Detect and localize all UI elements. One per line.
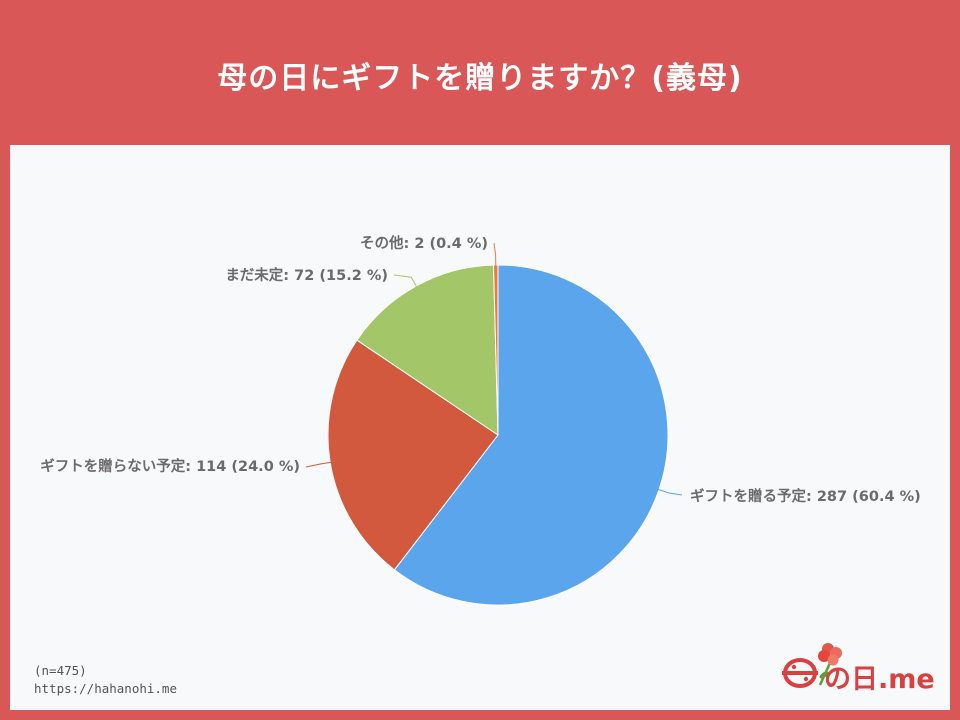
leader-line-3 bbox=[493, 242, 497, 268]
source-url[interactable]: https://hahanohi.me bbox=[34, 681, 177, 696]
logo-text: の日.me bbox=[824, 664, 935, 695]
slice-label-2: まだ未定: 72 (15.2 %) bbox=[225, 266, 388, 284]
carnation-logo-icon bbox=[782, 643, 842, 688]
chart-panel: ギフトを贈る予定: 287 (60.4 %) ギフトを贈らない予定: 114 (2… bbox=[10, 145, 950, 710]
slice-label-3: その他: 2 (0.4 %) bbox=[360, 234, 488, 252]
slice-label-1: ギフトを贈らない予定: 114 (24.0 %) bbox=[40, 457, 300, 475]
pie-chart: ギフトを贈る予定: 287 (60.4 %) ギフトを贈らない予定: 114 (2… bbox=[40, 234, 921, 606]
leader-line-2 bbox=[393, 274, 418, 289]
title-bar: 母の日にギフトを贈りますか？(義母) bbox=[0, 0, 960, 145]
leader-line-0 bbox=[656, 488, 683, 496]
sample-size-note: (n=475) bbox=[34, 663, 87, 678]
page-title: 母の日にギフトを贈りますか？(義母) bbox=[217, 60, 743, 96]
slice-label-0: ギフトを贈る予定: 287 (60.4 %) bbox=[690, 487, 921, 505]
site-logo[interactable]: の日.me bbox=[778, 635, 948, 695]
leader-line-1 bbox=[305, 461, 333, 468]
